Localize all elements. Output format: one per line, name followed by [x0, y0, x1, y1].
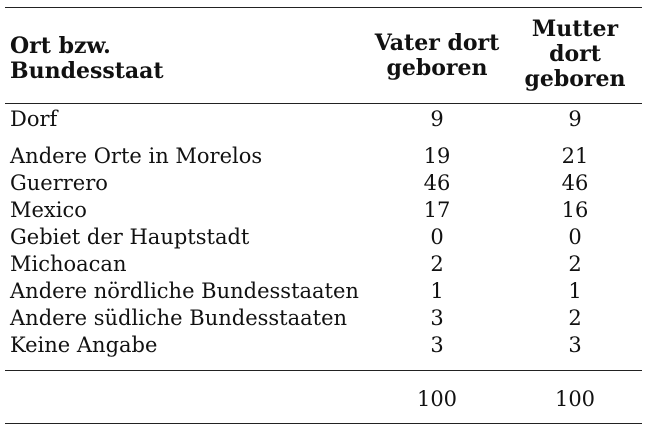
table-row: Andere südliche Bundesstaaten 3 2 — [0, 305, 648, 332]
header-mother-line1: Mutter — [531, 16, 619, 42]
header-father-line1: Vater dort — [374, 30, 500, 56]
bottom-rule — [5, 423, 642, 424]
row-mother-value: 3 — [568, 333, 582, 357]
row-location: Andere nördliche Bundesstaaten — [10, 279, 359, 303]
total-row: 100 100 — [0, 385, 648, 413]
row-father-value: 3 — [430, 333, 444, 357]
row-location: Gebiet der Hauptstadt — [10, 225, 250, 249]
table-row: Andere Orte in Morelos 19 21 — [0, 143, 648, 170]
header-location-line2: Bundesstaat — [10, 58, 164, 84]
row-location: Andere südliche Bundesstaaten — [10, 306, 348, 330]
row-mother-value: 21 — [561, 144, 589, 168]
table-row: Mexico 17 16 — [0, 197, 648, 224]
header-father-line2: geboren — [386, 55, 488, 81]
table-row: Andere nördliche Bundesstaaten 1 1 — [0, 278, 648, 305]
row-location: Guerrero — [10, 171, 108, 195]
row-mother-value: 0 — [568, 225, 582, 249]
row-father-value: 1 — [430, 279, 444, 303]
row-location: Dorf — [10, 107, 58, 131]
table-row: Gebiet der Hauptstadt 0 0 — [0, 224, 648, 251]
header-location-line1: Ort bzw. — [10, 33, 111, 59]
header-mother: Mutter dort geboren — [508, 17, 642, 92]
row-father-value: 3 — [430, 306, 444, 330]
header-location: Ort bzw. Bundesstaat — [10, 34, 330, 84]
row-location: Michoacan — [10, 252, 127, 276]
header-rule — [5, 103, 642, 104]
header-mother-line2: dort — [549, 41, 601, 67]
row-location: Keine Angabe — [10, 333, 158, 357]
row-location: Mexico — [10, 198, 87, 222]
total-rule — [5, 370, 642, 371]
total-mother-value: 100 — [554, 387, 596, 411]
row-father-value: 19 — [423, 144, 451, 168]
row-mother-value: 1 — [568, 279, 582, 303]
row-father-value: 17 — [423, 198, 451, 222]
row-father-value: 9 — [430, 107, 444, 131]
header-mother-line3: geboren — [524, 66, 626, 92]
table-row: Keine Angabe 3 3 — [0, 332, 648, 359]
header-father: Vater dort geboren — [370, 31, 504, 81]
table-row: Dorf 9 9 — [0, 106, 648, 133]
row-father-value: 2 — [430, 252, 444, 276]
row-mother-value: 2 — [568, 252, 582, 276]
row-father-value: 46 — [423, 171, 451, 195]
table-row: Guerrero 46 46 — [0, 170, 648, 197]
total-father-value: 100 — [416, 387, 458, 411]
row-father-value: 0 — [430, 225, 444, 249]
table-row: Michoacan 2 2 — [0, 251, 648, 278]
row-mother-value: 2 — [568, 306, 582, 330]
row-mother-value: 16 — [561, 198, 589, 222]
top-rule — [5, 7, 642, 8]
row-mother-value: 46 — [561, 171, 589, 195]
row-mother-value: 9 — [568, 107, 582, 131]
row-location: Andere Orte in Morelos — [10, 144, 263, 168]
